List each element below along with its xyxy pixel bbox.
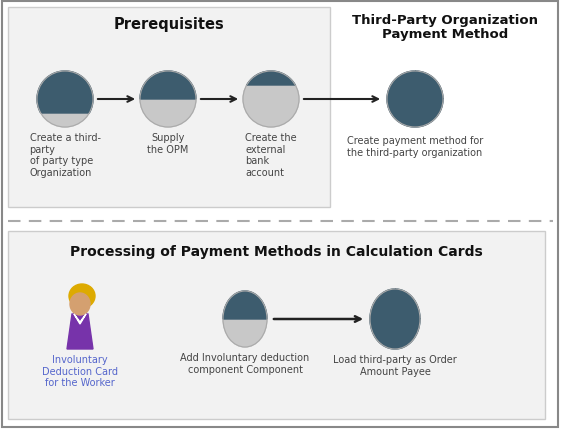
- Polygon shape: [247, 72, 295, 86]
- Ellipse shape: [387, 72, 443, 128]
- Text: Create a third-
party
of party type
Organization: Create a third- party of party type Orga…: [30, 133, 100, 178]
- Polygon shape: [140, 72, 196, 100]
- FancyBboxPatch shape: [8, 8, 330, 208]
- Text: Prerequisites: Prerequisites: [114, 16, 224, 31]
- FancyBboxPatch shape: [8, 231, 545, 419]
- Polygon shape: [223, 291, 267, 319]
- Ellipse shape: [70, 293, 90, 315]
- Polygon shape: [67, 314, 93, 349]
- Polygon shape: [37, 72, 93, 114]
- Text: Load third-party as Order
Amount Payee: Load third-party as Order Amount Payee: [333, 354, 457, 376]
- Text: Create the
external
bank
account: Create the external bank account: [245, 133, 297, 178]
- Text: Create payment method for
the third-party organization: Create payment method for the third-part…: [347, 136, 483, 157]
- Polygon shape: [387, 72, 443, 128]
- Text: Processing of Payment Methods in Calculation Cards: Processing of Payment Methods in Calcula…: [70, 244, 483, 258]
- Text: Supply
the OPM: Supply the OPM: [148, 133, 188, 154]
- Text: Third-Party Organization: Third-Party Organization: [352, 14, 538, 27]
- Ellipse shape: [243, 72, 299, 128]
- Ellipse shape: [69, 284, 95, 308]
- Text: Payment Method: Payment Method: [382, 28, 508, 41]
- Text: Add Involuntary deduction
component Component: Add Involuntary deduction component Comp…: [181, 352, 310, 374]
- Text: Involuntary
Deduction Card
for the Worker: Involuntary Deduction Card for the Worke…: [42, 354, 118, 387]
- Ellipse shape: [223, 291, 267, 347]
- Ellipse shape: [140, 72, 196, 128]
- Ellipse shape: [37, 72, 93, 128]
- Polygon shape: [370, 289, 420, 349]
- Ellipse shape: [370, 289, 420, 349]
- Polygon shape: [74, 314, 86, 324]
